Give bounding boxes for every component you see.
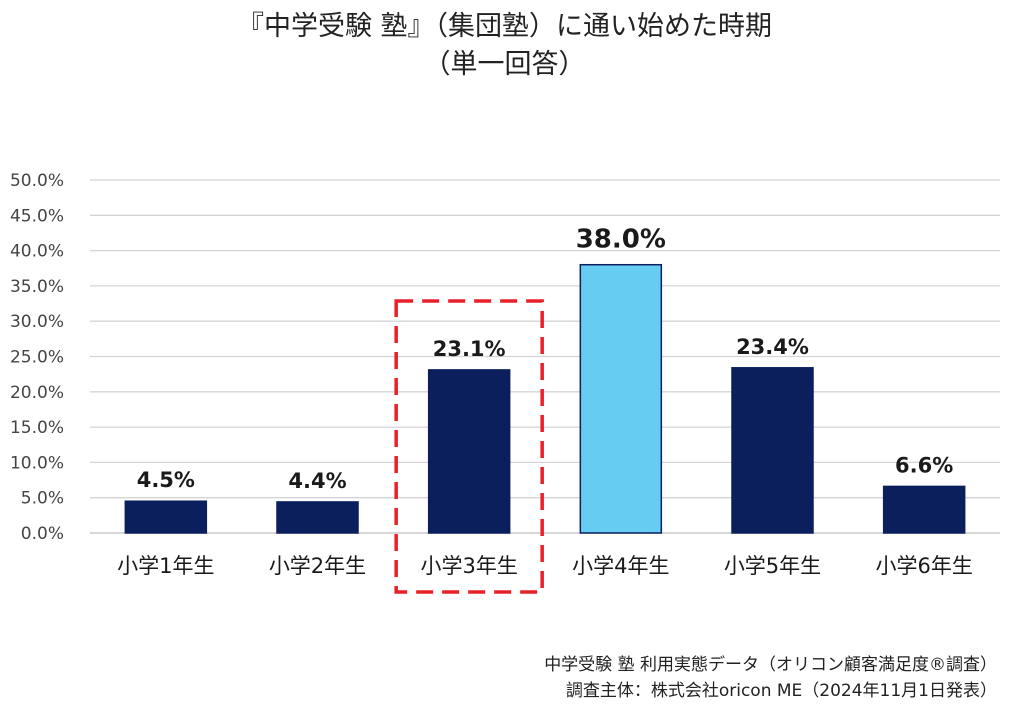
y-tick-label: 25.0%: [10, 348, 64, 368]
y-tick-label: 45.0%: [10, 206, 64, 226]
x-category-label: 小学4年生: [572, 554, 669, 578]
x-category-label: 小学2年生: [269, 554, 366, 578]
y-tick-label: 20.0%: [10, 383, 64, 403]
x-category-label: 小学6年生: [875, 554, 972, 578]
data-label: 6.6%: [895, 453, 953, 477]
y-tick-label: 50.0%: [10, 171, 64, 191]
y-tick-label: 30.0%: [10, 312, 64, 332]
footer-source: 中学受験 塾 利用実態データ（オリコン顧客満足度®調査）: [544, 655, 997, 675]
x-category-label: 小学1年生: [117, 554, 214, 578]
y-tick-label: 40.0%: [10, 242, 64, 262]
y-tick-label: 10.0%: [10, 453, 64, 473]
data-label: 4.4%: [288, 469, 346, 493]
bar: [427, 369, 511, 534]
bar: [731, 367, 814, 534]
chart-subtitle: （単一回答）: [423, 49, 586, 80]
bar: [276, 501, 359, 534]
y-tick-label: 0.0%: [21, 524, 64, 544]
y-tick-label: 35.0%: [10, 277, 64, 297]
y-tick-label: 5.0%: [21, 489, 64, 509]
data-label: 23.1%: [433, 337, 506, 361]
data-label: 23.4%: [736, 335, 809, 359]
bar: [882, 485, 966, 534]
y-tick-label: 15.0%: [10, 418, 64, 438]
chart-title: 『中学受験 塾』（集団塾）に通い始めた時期: [236, 11, 773, 42]
footer-publisher: 調査主体：株式会社oricon ME（2024年11月1日発表）: [565, 681, 997, 701]
dashed-highlight-box: [394, 299, 544, 594]
x-category-label: 小学3年生: [420, 554, 517, 578]
bar: [124, 500, 208, 534]
bar: [579, 263, 663, 534]
data-label: 38.0%: [576, 225, 666, 255]
data-label: 4.5%: [137, 468, 195, 492]
x-category-label: 小学5年生: [724, 554, 821, 578]
